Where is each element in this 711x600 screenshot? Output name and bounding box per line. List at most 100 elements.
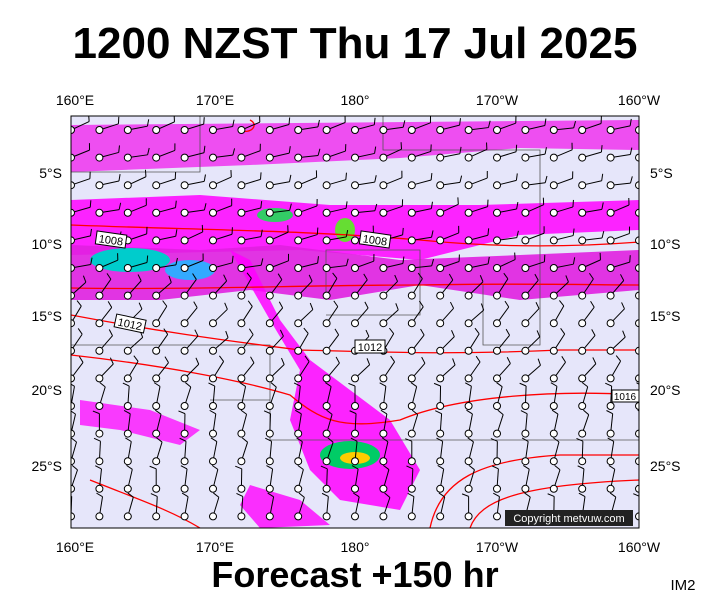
wind-barb-feather [561,356,566,363]
wind-station [180,264,189,272]
wind-barb-feather [351,465,359,470]
lon-label: 170°E [196,539,234,555]
wind-barb-feather [607,437,614,442]
wind-station [265,208,274,217]
wind-barb-feather [281,357,285,365]
wind-barb-feather [193,301,198,308]
wind-station [407,153,416,162]
wind-station [521,457,530,466]
wind-station [436,457,445,466]
wind-station [265,264,274,272]
wind-station [123,264,132,272]
wind-barb-feather [480,303,485,311]
wind-station [95,208,104,217]
wind-barb-feather [150,493,158,497]
wind-barb-feather [544,118,547,126]
heavy-rain [257,208,293,222]
wind-station [549,457,558,466]
wind-barb-feather [622,330,626,338]
wind-station [322,126,331,134]
heavy-rain [165,260,215,280]
wind-station [464,402,473,410]
wind-barb-feather [520,410,528,415]
wind-station [123,484,132,493]
wind-station [351,429,359,438]
wind-station [464,429,473,438]
wind-station [521,208,530,217]
wind-station [71,484,75,493]
wind-barb-feather [435,410,442,415]
wind-barb-feather [246,272,252,279]
wind-station [351,484,359,493]
wind-station [209,181,217,190]
wind-barb-feather [573,121,577,129]
wind-station [152,319,161,328]
wind-barb-feather [559,300,565,307]
wind-barb-feather [106,273,112,280]
heavy-rain [90,248,170,272]
wind-barb-feather [466,409,473,415]
wind-station [436,429,445,438]
wind-station [180,208,189,217]
wind-station [436,512,445,521]
wind-barb-feather [231,255,234,263]
wind-station [407,208,416,217]
wind-station [521,402,530,410]
wind-station [635,429,639,438]
wind-station [379,374,388,383]
wind-station [180,181,189,190]
wind-station [294,208,303,217]
wind-station [464,153,473,162]
wind-barb-feather [179,437,187,442]
wind-barb-feather [487,228,490,236]
wind-station [322,457,331,466]
wind-station [209,126,217,134]
wind-barb-feather [406,465,414,470]
wind-barb-feather [576,437,584,442]
wind-station [95,512,104,521]
copyright: Copyright metvuw.com [513,513,624,525]
wind-barb-feather [465,382,472,387]
wind-barb-feather [474,327,480,335]
wind-barb-feather [289,203,292,211]
wind-station [578,346,587,355]
wind-barb-feather [95,465,102,470]
wind-station [209,512,217,521]
wind-barb-feather [320,465,328,470]
wind-station [123,291,132,300]
wind-station [180,126,189,134]
wind-barb-feather [521,437,529,442]
wind-barb-feather [295,409,302,415]
wind-station [209,153,217,162]
wind-station [180,484,189,493]
wind-barb-feather [621,302,625,310]
wind-station [464,264,473,272]
wind-barb-feather [534,273,539,281]
wind-station [379,126,388,134]
wind-barb-feather [71,410,76,415]
wind-station [294,126,303,134]
wind-barb-feather [620,274,625,281]
wind-station [464,181,473,190]
wind-barb-feather [590,301,595,308]
wind-barb-feather [248,328,254,335]
wind-station [95,346,104,355]
isobar-label-box [611,389,640,403]
wind-barb-feather [615,355,621,362]
wind-station [237,429,246,438]
wind-station [237,291,246,300]
wind-station [237,484,246,493]
axis-labels: 160°E 160°E 170°E 170°E 180° 180° 170°W 170°W 16… [31,92,680,555]
wind-barb-feather [162,300,168,307]
wind-station [351,236,359,245]
wind-station [379,291,388,300]
wind-station [436,126,445,134]
wind-barb-feather [149,465,157,470]
wind-barb-feather [379,382,387,387]
wind-barb-feather [350,437,358,442]
wind-station [71,126,75,134]
wind-station [521,153,530,162]
wind-barb-feather [278,301,284,309]
wind-station [209,484,217,493]
wind-station [265,126,274,134]
